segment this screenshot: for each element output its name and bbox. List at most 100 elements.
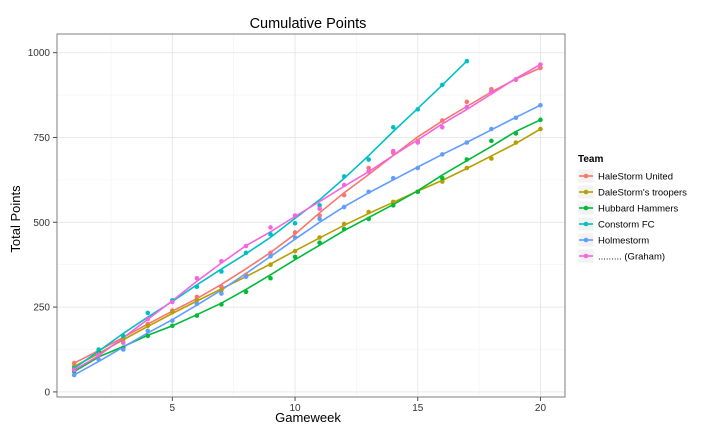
legend-key-point-4 (583, 237, 589, 243)
point-s2-6 (219, 302, 224, 307)
legend-label-3: Constorm FC (598, 220, 655, 231)
point-s4-12 (366, 189, 371, 195)
x-axis-title: Gameweek (275, 410, 341, 425)
trend-line-5 (73, 63, 541, 371)
point-s5-10 (317, 206, 322, 212)
y-tick-label-4: 1000 (28, 48, 51, 59)
point-s3-16 (464, 58, 470, 64)
point-s1-16 (464, 165, 470, 171)
point-s2-5 (194, 313, 200, 318)
point-s5-15 (439, 124, 445, 130)
point-s3-1 (96, 347, 102, 352)
point-s3-15 (439, 82, 445, 88)
legend-title: Team (578, 154, 603, 165)
legend-key-point-1 (583, 189, 589, 195)
point-s4-16 (464, 140, 470, 145)
point-s1-2 (120, 337, 126, 342)
trend-line-2 (73, 119, 541, 373)
point-s3-9 (292, 221, 298, 226)
point-s4-6 (219, 291, 224, 296)
point-s5-12 (366, 169, 371, 174)
point-s1-5 (194, 298, 200, 303)
legend-key-point-5 (583, 253, 589, 259)
point-s5-0 (71, 367, 77, 373)
x-tick-label-2: 15 (412, 403, 424, 414)
point-s4-2 (120, 347, 126, 352)
point-s4-18 (513, 115, 519, 121)
point-s3-11 (341, 174, 347, 179)
point-s1-17 (489, 156, 494, 161)
point-s0-0 (71, 360, 77, 366)
point-s2-14 (415, 189, 421, 195)
point-s2-18 (513, 131, 519, 136)
point-s0-15 (439, 118, 445, 123)
point-s1-13 (390, 199, 396, 205)
point-s0-12 (366, 165, 371, 171)
point-s4-11 (341, 204, 347, 210)
legend-key-point-3 (583, 221, 589, 227)
data-points (71, 58, 543, 378)
point-s5-18 (513, 76, 519, 82)
point-s3-12 (366, 157, 371, 162)
point-s1-18 (513, 140, 519, 145)
trend-lines (73, 60, 541, 376)
point-s4-3 (145, 328, 151, 334)
legend-key-point-2 (583, 205, 589, 211)
point-s5-1 (96, 352, 102, 357)
point-s0-9 (292, 230, 298, 235)
point-s1-4 (170, 309, 175, 315)
point-s5-9 (292, 213, 298, 218)
y-tick-label-2: 500 (33, 218, 50, 229)
point-s5-5 (194, 275, 200, 281)
point-s5-4 (170, 299, 175, 305)
point-s5-2 (120, 340, 126, 346)
point-s2-7 (243, 289, 249, 295)
point-s5-7 (243, 243, 249, 249)
point-s4-19 (538, 102, 543, 108)
point-s2-8 (268, 275, 273, 281)
point-s4-9 (292, 235, 298, 240)
point-s4-8 (268, 253, 273, 259)
point-s2-10 (317, 240, 322, 245)
point-s4-10 (317, 216, 322, 222)
x-tick-label-3: 20 (535, 403, 547, 414)
point-s2-3 (145, 333, 151, 339)
point-s5-16 (464, 104, 470, 110)
point-s3-14 (415, 107, 421, 112)
point-s5-3 (145, 316, 151, 322)
trend-line-0 (73, 67, 541, 364)
point-s3-2 (120, 333, 126, 339)
point-s0-6 (219, 284, 224, 290)
point-s0-19 (538, 65, 543, 71)
point-s1-9 (292, 248, 298, 254)
point-s4-5 (194, 301, 200, 307)
x-tick-label-0: 5 (170, 403, 176, 414)
point-s0-10 (317, 213, 322, 218)
point-s1-11 (341, 221, 347, 227)
point-s4-0 (71, 372, 77, 378)
point-s5-17 (489, 89, 494, 94)
legend-label-4: Holmestorm (598, 236, 649, 247)
point-s4-17 (489, 126, 494, 132)
point-s3-6 (219, 269, 224, 274)
legend-label-1: DaleStorm's troopers (598, 188, 687, 199)
point-s2-9 (292, 254, 298, 260)
point-s5-11 (341, 182, 347, 188)
legend-key-point-0 (583, 173, 589, 179)
point-s2-13 (390, 203, 396, 208)
point-s5-19 (538, 62, 543, 67)
point-s4-4 (170, 318, 175, 323)
point-s5-6 (219, 258, 224, 264)
grid (57, 34, 565, 397)
axes: 5 10 15 20 0 250 500 750 1000 (28, 48, 547, 414)
legend-label-2: Hubbard Hammers (598, 204, 678, 215)
point-s1-19 (538, 126, 543, 132)
plot-panel-border (56, 33, 566, 398)
point-s3-7 (243, 250, 249, 256)
point-s3-8 (268, 231, 273, 237)
x-tick-label-1: 10 (289, 403, 301, 414)
point-s1-8 (268, 262, 273, 267)
point-s5-13 (390, 148, 396, 154)
